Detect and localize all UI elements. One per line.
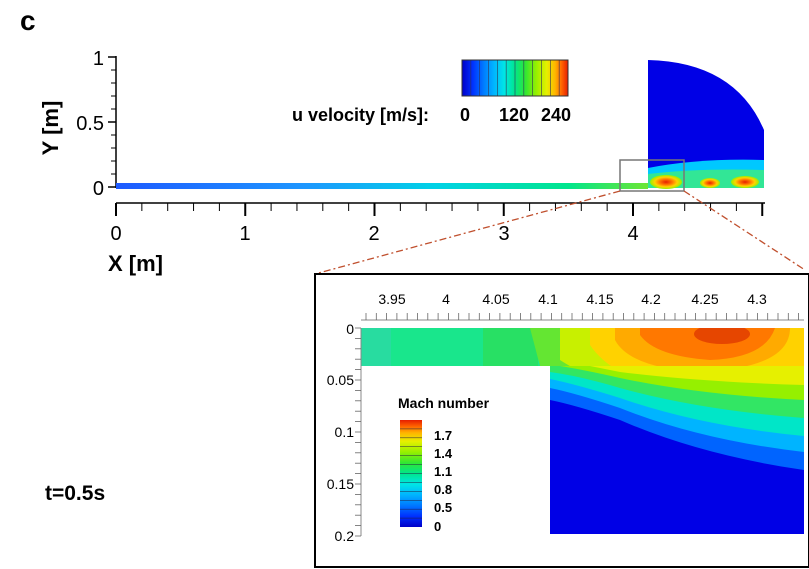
mach-legend-tick: 0.5 bbox=[434, 500, 452, 515]
y-tick-label: 0 bbox=[93, 178, 104, 200]
colorbar-tick-label: 240 bbox=[541, 105, 571, 125]
mach-colorbar-separators bbox=[400, 428, 422, 519]
colorbar-title: u velocity [m/s]: bbox=[292, 105, 429, 125]
y-tick-label: 0.5 bbox=[76, 113, 104, 135]
inset-plot: 3.95 4 4.05 4.1 4.15 4.2 4.25 4.3 0 0.05… bbox=[314, 273, 809, 568]
inset-y-tick-label: 0.05 bbox=[327, 372, 354, 388]
panel-label: c bbox=[20, 5, 36, 36]
x-ticks bbox=[115, 203, 764, 216]
colorbar-separators bbox=[470, 60, 560, 96]
inset-x-tick-label: 4 bbox=[442, 291, 450, 307]
colorbar-tick-label: 0 bbox=[460, 105, 470, 125]
inset-x-tick-label: 4.05 bbox=[482, 291, 509, 307]
jet-hot-spot bbox=[700, 178, 720, 188]
velocity-colorbar-frame bbox=[461, 59, 569, 97]
x-tick-label: 4 bbox=[627, 223, 638, 245]
x-tick-label: 3 bbox=[498, 223, 509, 245]
colorbar-tick-label: 120 bbox=[499, 105, 529, 125]
inset-y-tick-label: 0 bbox=[346, 321, 354, 337]
inset-mach-field bbox=[361, 328, 804, 534]
inset-y-ticks bbox=[355, 327, 361, 537]
inset-x-tick-label: 4.2 bbox=[641, 291, 661, 307]
zoom-connector-line bbox=[683, 190, 806, 271]
jet-hot-spot bbox=[731, 176, 759, 188]
mach-legend-tick: 0 bbox=[434, 519, 441, 534]
jet-hot-spot bbox=[650, 175, 682, 189]
inset-x-ticks bbox=[365, 313, 799, 320]
time-label: t=0.5s bbox=[45, 482, 105, 505]
mach-legend-tick: 1.4 bbox=[434, 446, 453, 461]
inset-y-tick-label: 0.1 bbox=[335, 424, 355, 440]
expansion-flow-field bbox=[648, 60, 764, 188]
x-tick-label: 0 bbox=[110, 223, 121, 245]
x-tick-label: 1 bbox=[239, 223, 250, 245]
mach-legend-tick: 1.1 bbox=[434, 464, 452, 479]
mach-legend-title: Mach number bbox=[398, 395, 490, 411]
inset-x-tick-label: 4.25 bbox=[691, 291, 718, 307]
mach-legend-tick: 1.7 bbox=[434, 428, 452, 443]
x-tick-label: 2 bbox=[368, 223, 379, 245]
inset-y-tick-label: 0.15 bbox=[327, 476, 354, 492]
inset-y-tick-label: 0.2 bbox=[335, 528, 355, 544]
inset-x-tick-label: 4.3 bbox=[747, 291, 767, 307]
main-plot: 1 0.5 0 Y [m] 0 1 2 3 4 X [m] u velocity… bbox=[38, 48, 806, 276]
zoom-box bbox=[619, 159, 685, 192]
x-axis-label: X [m] bbox=[108, 251, 163, 276]
mach-legend-tick: 0.8 bbox=[434, 482, 452, 497]
y-tick-label: 1 bbox=[93, 48, 104, 70]
y-minor-ticks bbox=[111, 56, 116, 188]
pipe-flow-field bbox=[116, 183, 648, 189]
inset-x-tick-label: 3.95 bbox=[378, 291, 405, 307]
y-axis-label: Y [m] bbox=[38, 101, 63, 156]
inset-x-tick-label: 4.15 bbox=[586, 291, 613, 307]
inset-x-tick-label: 4.1 bbox=[538, 291, 558, 307]
